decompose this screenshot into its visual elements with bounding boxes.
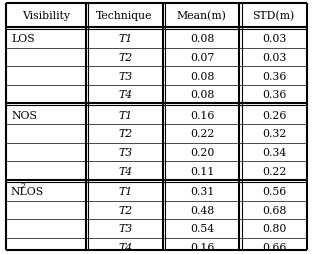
Text: 0.68: 0.68 (263, 205, 287, 215)
Text: 0.03: 0.03 (263, 53, 287, 63)
Text: NOS: NOS (11, 110, 37, 120)
Text: 0.26: 0.26 (263, 110, 287, 120)
Text: 0.34: 0.34 (263, 147, 287, 157)
Text: Technique: Technique (96, 11, 152, 21)
Text: 0.31: 0.31 (190, 186, 214, 196)
Text: 2: 2 (21, 181, 26, 189)
Text: T4: T4 (118, 242, 132, 252)
Text: T1: T1 (118, 186, 132, 196)
Text: 0.08: 0.08 (190, 71, 214, 81)
Text: T3: T3 (118, 224, 132, 233)
Text: 0.36: 0.36 (263, 71, 287, 81)
Text: T1: T1 (118, 34, 132, 44)
Text: T4: T4 (118, 90, 132, 100)
Text: T2: T2 (118, 205, 132, 215)
Text: 0.16: 0.16 (190, 110, 214, 120)
Text: 0.80: 0.80 (263, 224, 287, 233)
Text: T1: T1 (118, 110, 132, 120)
Text: 0.08: 0.08 (190, 34, 214, 44)
Text: 0.11: 0.11 (190, 166, 214, 176)
Text: 0.56: 0.56 (263, 186, 287, 196)
Text: NLOS: NLOS (10, 186, 44, 196)
Text: 0.22: 0.22 (190, 129, 214, 139)
Text: T3: T3 (118, 71, 132, 81)
Text: 0.08: 0.08 (190, 90, 214, 100)
Text: 0.22: 0.22 (263, 166, 287, 176)
Text: 0.36: 0.36 (263, 90, 287, 100)
Text: 0.20: 0.20 (190, 147, 214, 157)
Text: STD(m): STD(m) (252, 11, 295, 21)
Text: 0.07: 0.07 (190, 53, 214, 63)
Text: 0.48: 0.48 (190, 205, 214, 215)
Text: Mean(m): Mean(m) (176, 11, 226, 21)
Text: T2: T2 (118, 53, 132, 63)
Text: 0.16: 0.16 (190, 242, 214, 252)
Text: 0.54: 0.54 (190, 224, 214, 233)
Text: 0.32: 0.32 (263, 129, 287, 139)
Text: 0.03: 0.03 (263, 34, 287, 44)
Text: Visibility: Visibility (22, 11, 69, 21)
Text: T2: T2 (118, 129, 132, 139)
Text: LOS: LOS (11, 34, 35, 44)
Text: T3: T3 (118, 147, 132, 157)
Text: 0.66: 0.66 (263, 242, 287, 252)
Text: T4: T4 (118, 166, 132, 176)
